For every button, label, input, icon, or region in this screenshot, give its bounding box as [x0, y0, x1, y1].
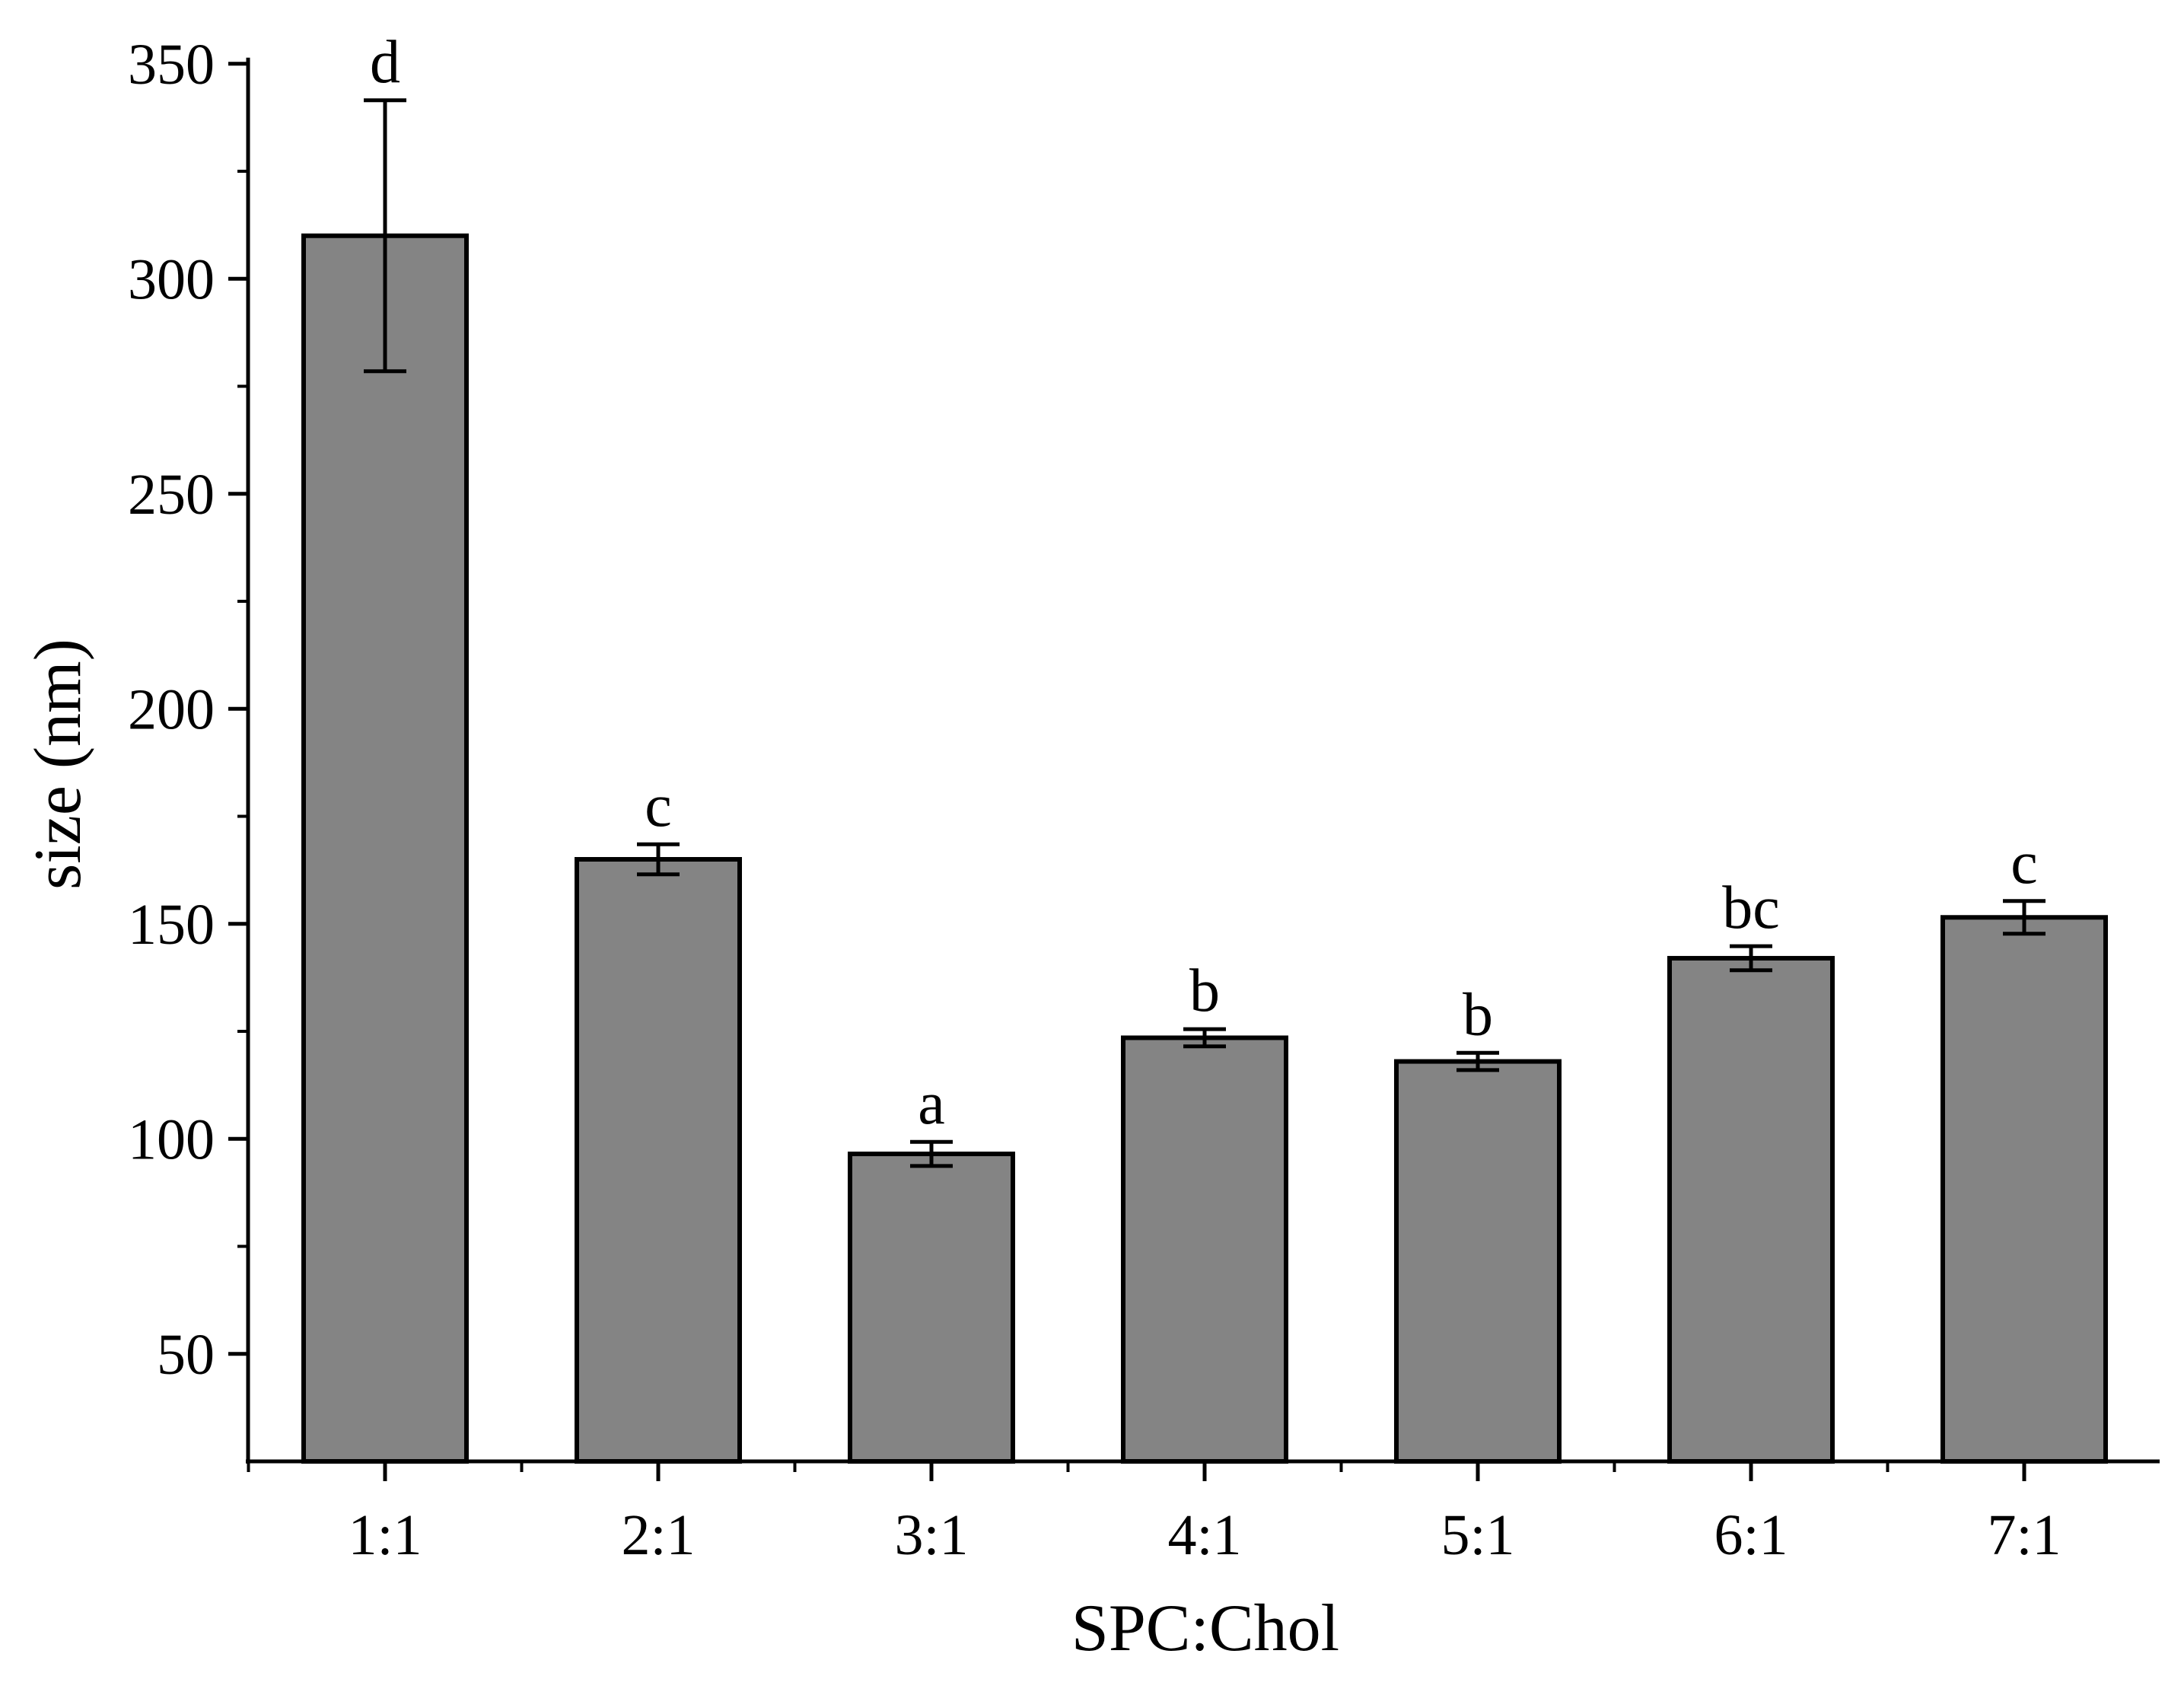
significance-label: b [1463, 981, 1493, 1048]
x-tick-label-1-1: 1:1 [348, 1503, 422, 1567]
significance-label: c [2010, 830, 2038, 897]
significance-label: bc [1722, 875, 1780, 942]
bar-5-1 [1394, 1059, 1562, 1464]
axes-layer [228, 57, 2160, 1481]
x-axis-title: SPC:Chol [1071, 1592, 1339, 1665]
x-tick-label-5-1: 5:1 [1441, 1503, 1514, 1567]
y-tick-label: 50 [157, 1323, 215, 1387]
y-tick-label: 150 [128, 893, 215, 957]
x-tick-label-4-1: 4:1 [1167, 1503, 1241, 1567]
x-tick-label-6-1: 6:1 [1714, 1503, 1788, 1567]
bar-7-1 [1940, 915, 2108, 1464]
y-tick-label: 250 [128, 463, 215, 527]
significance-label: d [370, 29, 400, 96]
bars-layer [301, 98, 2108, 1464]
bar-4-1 [1121, 1035, 1288, 1464]
y-axis-title: size (nm) [21, 639, 95, 890]
significance-label: b [1189, 958, 1220, 1024]
significance-label: a [918, 1070, 945, 1137]
bar-2-1 [575, 857, 742, 1464]
bar-1-1 [301, 233, 469, 1464]
x-tick-label-7-1: 7:1 [1987, 1503, 2061, 1567]
labels-layer: d c a b b bc c 50 100 150 200 250 300 350 1:1 2:1 3:1 4:1… [128, 29, 2061, 1567]
y-tick-label: 100 [128, 1107, 215, 1171]
bar-6-1 [1667, 955, 1835, 1464]
y-tick-label: 350 [128, 33, 215, 97]
bar-3-1 [848, 1152, 1015, 1464]
x-tick-label-2-1: 2:1 [621, 1503, 695, 1567]
x-tick-label-3-1: 3:1 [894, 1503, 968, 1567]
y-tick-label: 200 [128, 677, 215, 741]
y-tick-label: 300 [128, 247, 215, 311]
significance-label: c [645, 773, 672, 840]
